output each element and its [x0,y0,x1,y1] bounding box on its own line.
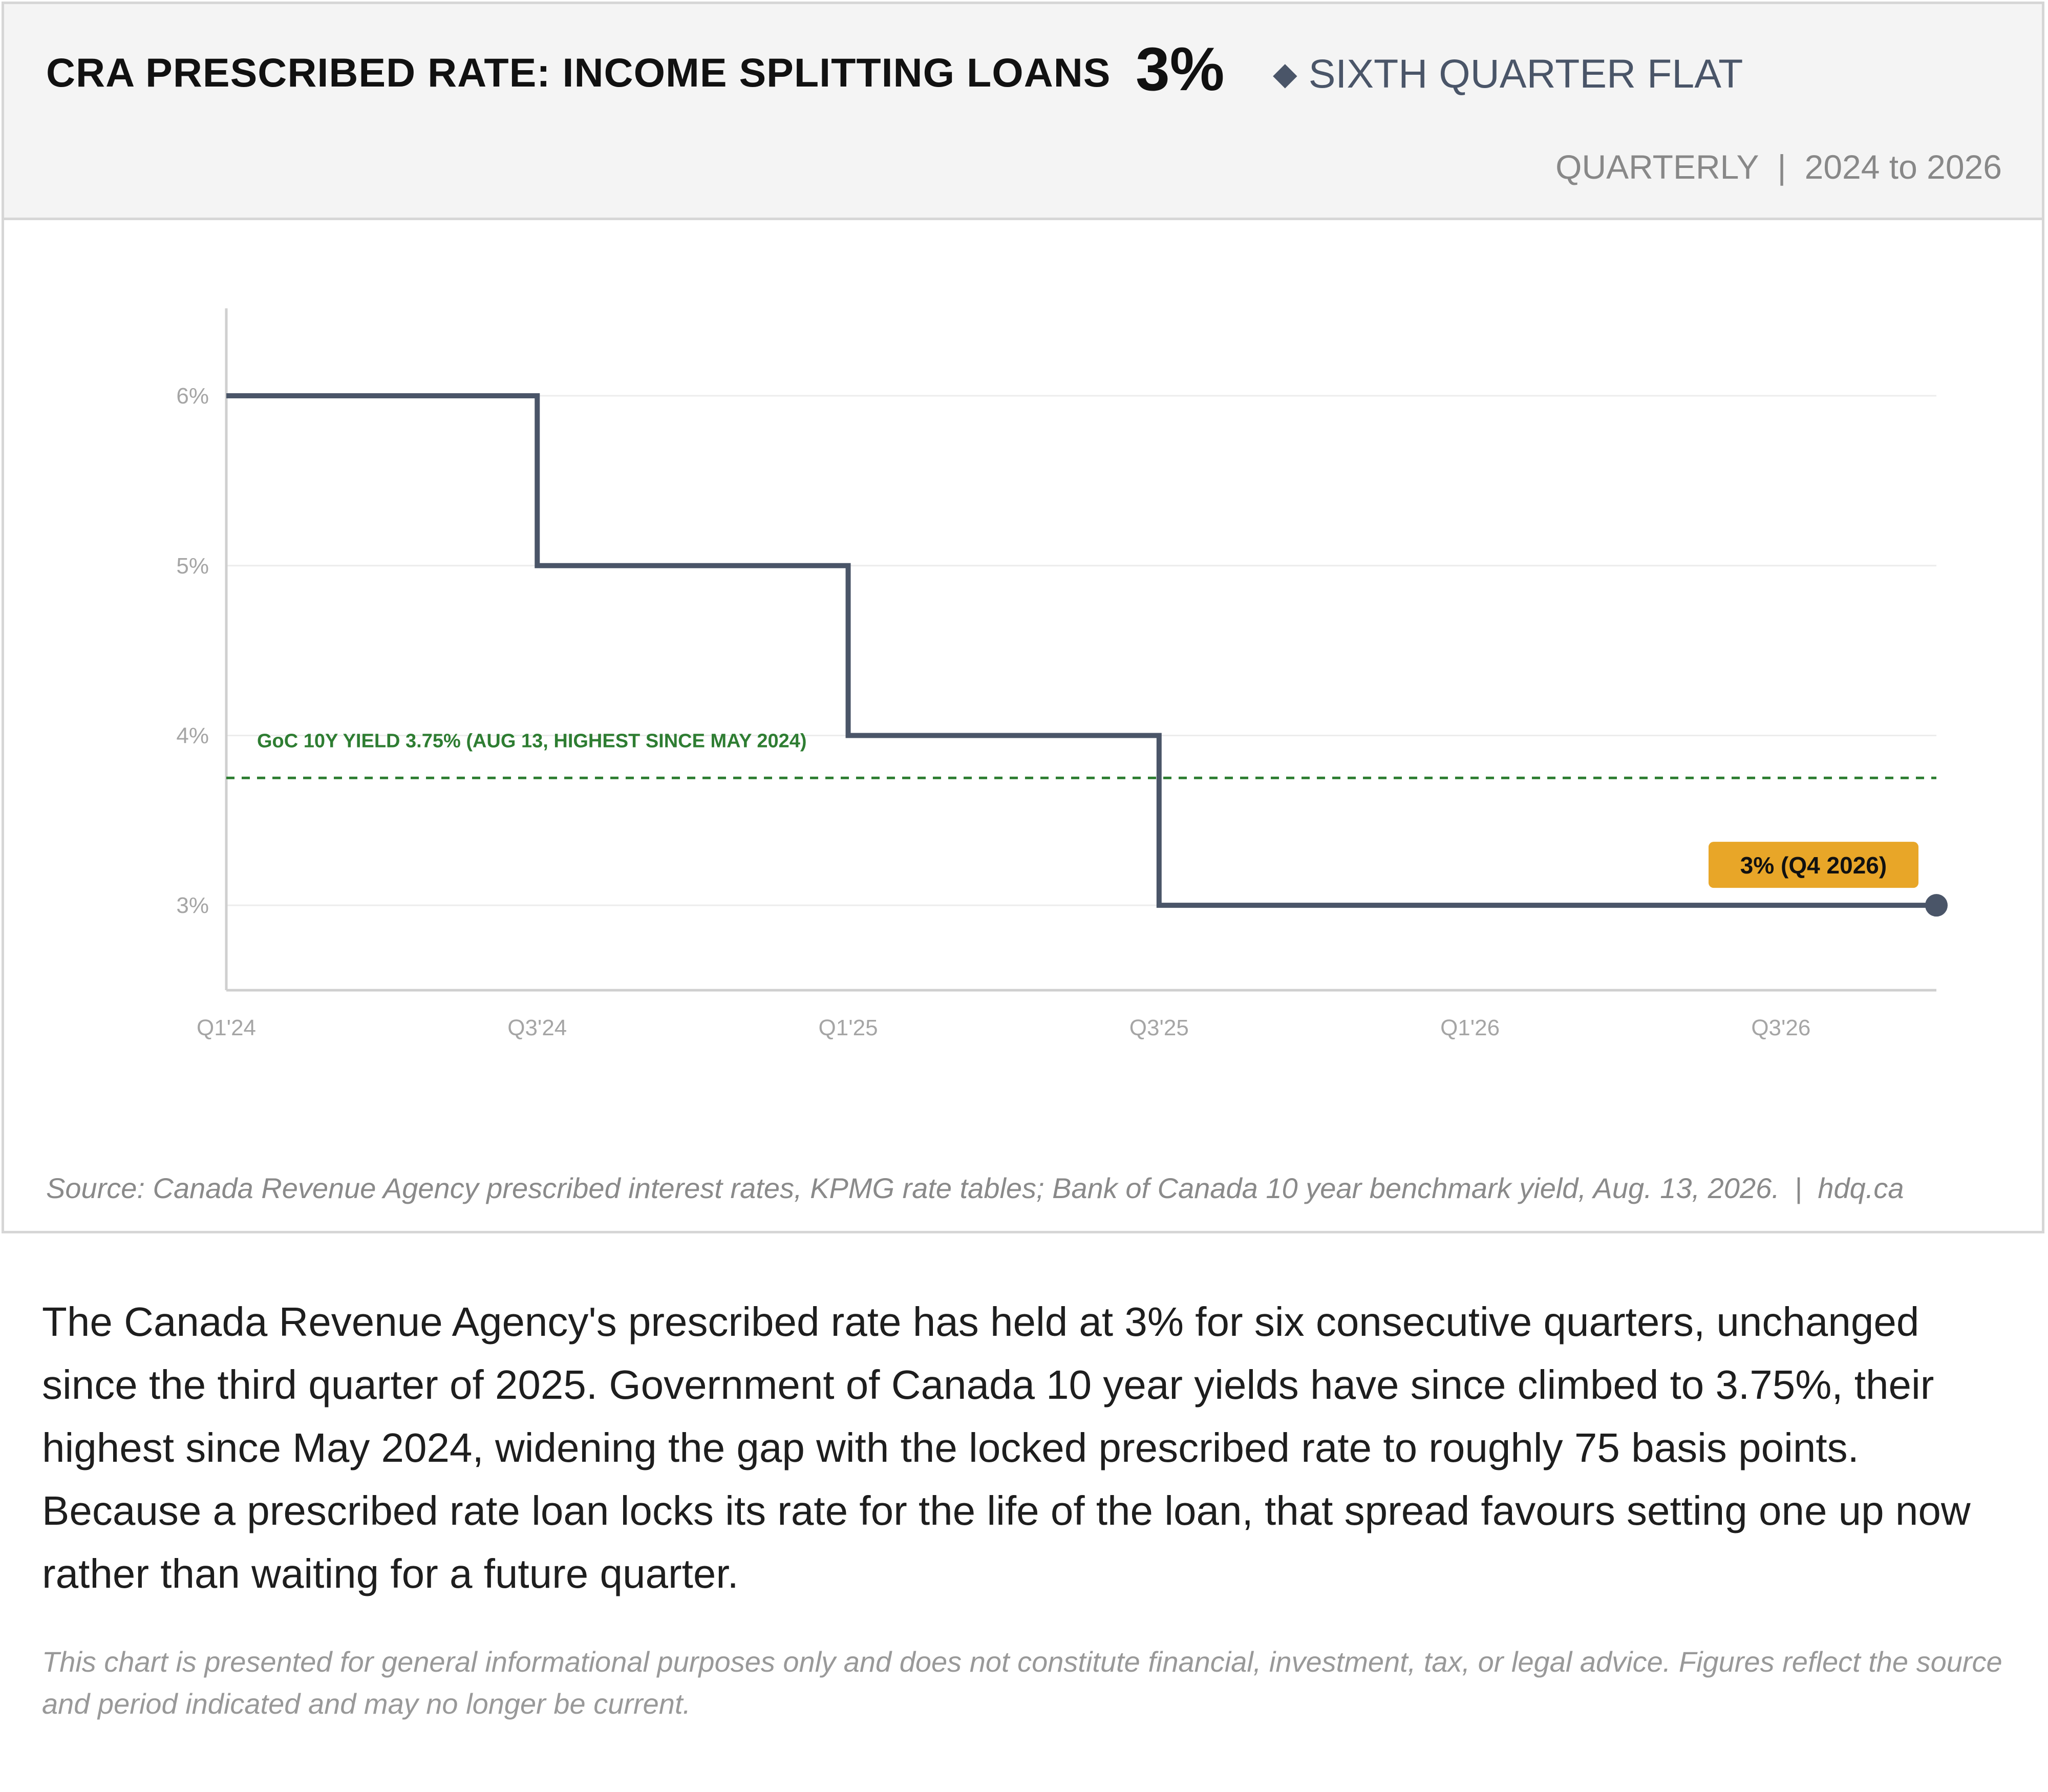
diamond-icon: ◆ [1273,56,1297,92]
frequency-label: QUARTERLY [1555,148,1759,186]
y-tick-label: 5% [176,553,209,579]
disclaimer-text: This chart is presented for general info… [42,1646,2002,1720]
rate-series-line [226,393,1936,908]
chart-meta: QUARTERLY | 2024 to 2026 [1555,147,2002,186]
x-tick-label: Q1'25 [819,1015,878,1040]
period-label: 2024 to 2026 [1804,148,2002,186]
status-text: SIXTH QUARTER FLAT [1308,51,1743,96]
summary-paragraph: The Canada Revenue Agency's prescribed r… [42,1299,1971,1596]
chart-title: CRA PRESCRIBED RATE: INCOME SPLITTING LO… [46,50,1111,95]
endpoint-callout-label: 3% (Q4 2026) [1740,852,1887,879]
source-text: Source: Canada Revenue Agency prescribed… [46,1172,1780,1204]
x-tick-label: Q1'26 [1440,1015,1500,1040]
chart-card: CRA PRESCRIBED RATE: INCOME SPLITTING LO… [2,2,2044,1233]
source-site: hdq.ca [1818,1172,1904,1204]
source-line: Source: Canada Revenue Agency prescribed… [46,1171,1904,1205]
x-tick-label: Q3'25 [1129,1015,1189,1040]
chart-header: CRA PRESCRIBED RATE: INCOME SPLITTING LO… [4,4,2042,220]
meta-separator: | [1777,148,1786,186]
headline-value: 3% [1136,35,1225,103]
x-tick-label: Q3'24 [507,1015,567,1040]
y-tick-label: 6% [176,383,209,409]
y-tick-label: 3% [176,893,209,918]
status-line: ◆ SIXTH QUARTER FLAT [1273,50,1743,97]
y-tick-label: 4% [176,723,209,748]
source-separator: | [1795,1172,1803,1204]
reference-line-label: GoC 10Y YIELD 3.75% (AUG 13, HIGHEST SIN… [257,730,807,752]
endpoint-marker [1925,894,1948,917]
endpoint-callout [1709,842,1918,888]
rate-step-chart: 3% 4% 5% 6% Q1'24 Q3'24 Q1'25 Q3'25 Q1'26 Q3'26 Go… [176,308,1948,1040]
x-tick-label: Q3'26 [1751,1015,1810,1040]
x-tick-label: Q1'24 [197,1015,256,1040]
